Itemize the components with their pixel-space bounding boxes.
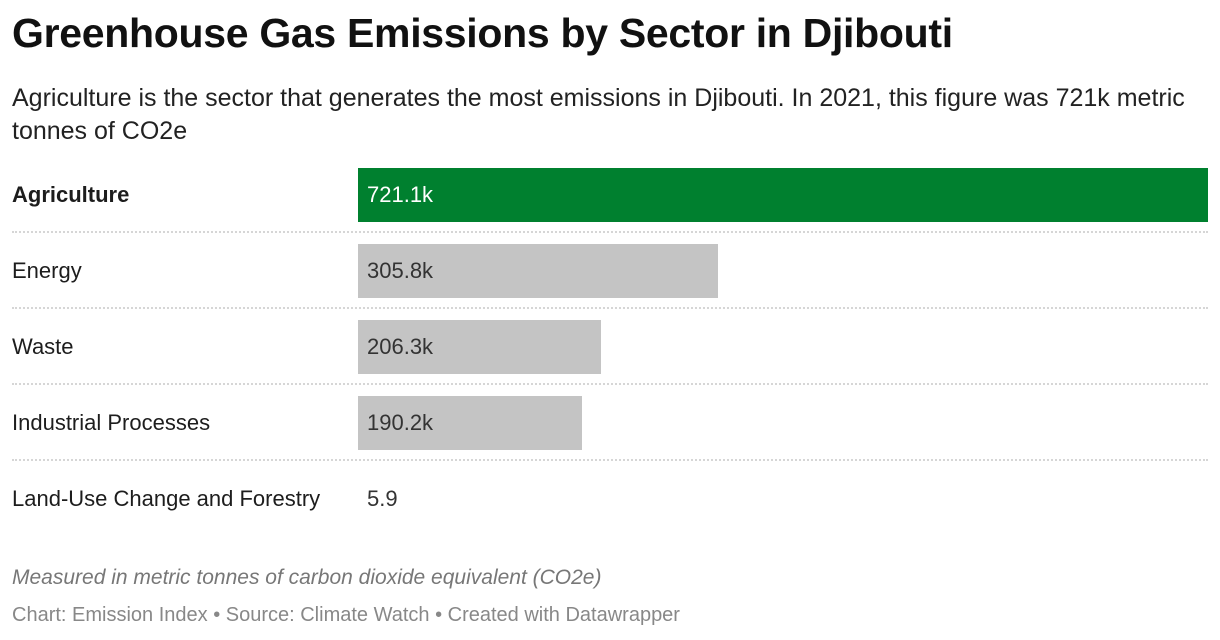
bar-row: Industrial Processes 190.2k: [12, 396, 1208, 461]
bar-chart: Agriculture 721.1k Energy 305.8k Waste 206.3k…: [0, 168, 1220, 528]
bar-row: Agriculture 721.1k: [12, 168, 1208, 233]
category-label: Land-Use Change and Forestry: [12, 486, 321, 511]
chart-footer: Chart: Emission Index • Source: Climate …: [12, 604, 680, 626]
bar-row: Energy 305.8k: [12, 244, 1208, 309]
category-label: Energy: [12, 258, 82, 283]
chart-title: Greenhouse Gas Emissions by Sector in Dj…: [12, 10, 953, 56]
value-label: 305.8k: [367, 258, 434, 283]
bar-row: Waste 206.3k: [12, 320, 1208, 385]
category-label: Agriculture: [12, 182, 130, 207]
category-label: Waste: [12, 334, 74, 359]
bar: [358, 244, 718, 298]
bar: [358, 168, 1208, 222]
bar-row: Land-Use Change and Forestry 5.9: [12, 472, 1208, 526]
value-label: 721.1k: [367, 182, 434, 207]
value-label: 190.2k: [367, 410, 434, 435]
value-label: 5.9: [367, 486, 398, 511]
value-label: 206.3k: [367, 334, 434, 359]
category-label: Industrial Processes: [12, 410, 211, 435]
chart-note: Measured in metric tonnes of carbon diox…: [12, 566, 602, 589]
chart-subtitle: Agriculture is the sector that generates…: [12, 84, 1185, 145]
bar: [358, 320, 601, 374]
bar: [358, 396, 582, 450]
